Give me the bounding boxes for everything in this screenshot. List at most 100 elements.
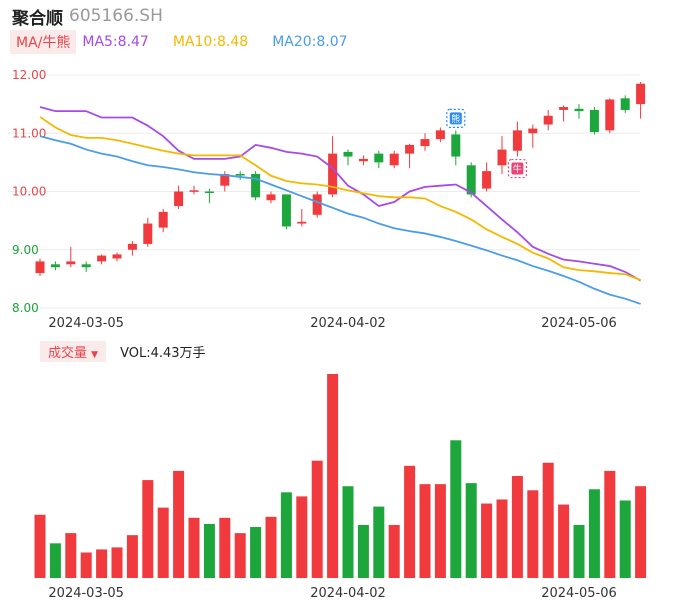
candle-body (543, 115, 553, 125)
candle-body (589, 109, 599, 133)
candle-body (482, 171, 492, 189)
badge-frame (507, 158, 527, 179)
candle-body (405, 144, 415, 154)
candle-body (81, 264, 91, 268)
badge-fill (449, 112, 462, 125)
price-x-axis: 2024-03-05 2024-04-02 2024-05-06 (48, 316, 616, 331)
volume-bar (388, 524, 400, 578)
indicator-selector-button[interactable]: MA/牛熊 (10, 30, 77, 54)
volume-bar (327, 374, 339, 578)
candle-body (97, 255, 107, 262)
candle-body (343, 151, 353, 157)
price-grid (8, 74, 640, 309)
candle-body (528, 128, 538, 134)
candle-body (420, 139, 430, 147)
volume-bar (65, 533, 77, 578)
candle-body (328, 153, 338, 195)
volume-x-axis: 2024-03-05 2024-04-02 2024-05-06 (48, 586, 616, 601)
volume-bar (234, 533, 246, 578)
candle-body (50, 264, 60, 268)
volume-bar (527, 490, 539, 578)
candle-body (605, 99, 615, 131)
candle-body (220, 174, 230, 186)
volume-bar (219, 517, 231, 578)
date-tick-label: 2024-05-06 (541, 316, 617, 331)
candle-body (251, 174, 261, 198)
candle-body (281, 194, 291, 227)
candle-body (127, 243, 137, 250)
volume-bar (619, 500, 631, 578)
volume-bar (404, 465, 416, 578)
volume-bar (173, 470, 185, 578)
volume-bar (604, 470, 616, 578)
candle-body (620, 98, 630, 110)
volume-bar (450, 440, 462, 578)
candle-body (497, 149, 507, 166)
volume-bar (419, 484, 431, 578)
candle-body (312, 194, 322, 215)
volume-bar (357, 524, 369, 578)
candle-body (35, 261, 45, 274)
volume-bar (434, 484, 446, 578)
volume-selector-label: 成交量 (48, 345, 88, 361)
candle-body (636, 83, 646, 105)
signal-badge: 熊 (446, 108, 466, 128)
volume-bar (96, 549, 108, 578)
volume-bar (250, 527, 262, 578)
volume-selector-button[interactable]: 成交量 ▼ (40, 340, 107, 362)
price-tick-label: 11.00 (12, 126, 46, 140)
date-tick-label: 2024-04-02 (310, 586, 386, 601)
ma20-line (39, 135, 641, 305)
candle-body (189, 190, 199, 192)
volume-bar (157, 507, 169, 578)
date-tick-label: 2024-05-06 (541, 586, 617, 601)
price-tick-label: 12.00 (12, 68, 46, 82)
date-tick-label: 2024-04-02 (310, 316, 386, 331)
volume-bar (635, 486, 647, 578)
ma5-line (39, 106, 642, 282)
volume-bar (296, 496, 308, 578)
volume-bar (49, 543, 61, 578)
volume-bar (203, 523, 215, 578)
volume-bar (265, 516, 277, 578)
signal-badges: 熊牛 (446, 108, 527, 179)
volume-bar (34, 514, 46, 578)
price-tick-label: 9.00 (12, 243, 39, 257)
volume-bar (280, 492, 292, 578)
badge-fill (511, 162, 524, 175)
candle-body (574, 108, 584, 112)
volume-bar (496, 499, 508, 578)
volume-bar (588, 489, 600, 578)
badge-label: 熊 (451, 113, 460, 125)
stock-code: 605166.SH (69, 6, 163, 26)
price-axis: 12.00 11.00 10.00 9.00 8.00 (12, 68, 46, 315)
candle-body (66, 261, 76, 265)
candle-body (466, 165, 476, 195)
badge-frame (446, 108, 466, 128)
candle-body (297, 221, 307, 224)
candlestick-series (35, 81, 646, 276)
candle-body (435, 130, 445, 140)
volume-bar (465, 483, 477, 578)
indicator-legend: MA/牛熊 MA5:8.47 MA10:8.48 MA20:8.07 (10, 30, 372, 54)
volume-bar (111, 547, 123, 578)
volume-bar (142, 480, 154, 578)
date-tick-label: 2024-03-05 (48, 316, 124, 331)
volume-bar (373, 506, 385, 578)
signal-badge: 牛 (507, 158, 527, 179)
candle-body (112, 254, 122, 259)
candle-body (143, 223, 153, 244)
candle-body (158, 211, 168, 228)
price-tick-label: 10.00 (12, 185, 46, 199)
volume-bar (558, 504, 570, 578)
ma10-line (39, 116, 641, 281)
badge-label: 牛 (513, 163, 522, 175)
volume-value: VOL:4.43万手 (120, 345, 206, 361)
candle-body (174, 191, 184, 207)
ma5-legend: MA5:8.47 (82, 34, 149, 50)
candle-body (374, 153, 384, 163)
volume-bar (481, 503, 493, 578)
candle-body (559, 107, 569, 110)
volume-bar (188, 517, 200, 578)
